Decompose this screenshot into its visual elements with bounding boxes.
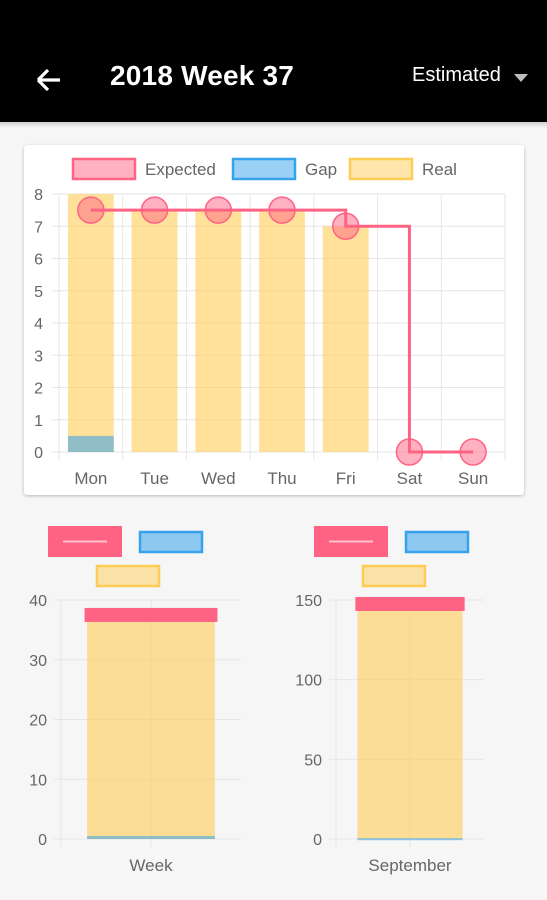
bar-gap [87,836,215,839]
legend-swatch-real [361,564,427,588]
y-tick-label: 20 [29,713,47,730]
x-tick-label: Tue [140,469,169,488]
y-tick-label: 0 [38,832,47,849]
expected-line [84,607,218,622]
y-tick-label: 40 [29,593,47,610]
expected-point [268,196,296,224]
legend-label-expected: Expected [145,160,216,179]
caret-down-icon[interactable] [514,74,528,82]
legend-label-real: Real [422,160,457,179]
y-tick-label: 1 [34,413,43,430]
expected-line [90,208,474,454]
y-tick-label: 50 [304,752,322,769]
y-tick-label: 150 [295,593,322,610]
bar-real [67,194,114,452]
y-tick-label: 3 [34,348,43,365]
bar-real [357,603,463,839]
legend-label-gap: Gap [305,160,337,179]
y-tick-label: 10 [29,772,47,789]
y-tick-label: 100 [295,673,322,690]
x-tick-label: September [368,856,451,875]
expected-point [331,212,360,240]
legend-swatch-gap [138,530,204,554]
x-tick-label: Week [129,856,173,875]
legend-swatch-real [95,564,161,588]
expected-line [355,596,465,611]
bar-real [131,210,178,452]
y-tick-label: 30 [29,653,47,670]
legend-swatch-expected [71,157,137,181]
bar-gap [357,838,463,841]
app-bar: 2018 Week 37 Estimated [0,0,547,122]
x-tick-label: Sun [458,469,488,488]
arrow-left-icon [36,68,60,92]
y-tick-label: 2 [34,381,43,398]
y-tick-label: 4 [34,316,43,333]
x-tick-label: Thu [267,469,296,488]
expected-point [77,196,105,224]
y-tick-label: 5 [34,284,43,301]
bar-real [87,611,215,839]
legend-swatch-gap [231,157,297,181]
bar-real [195,210,242,452]
mode-dropdown[interactable]: Estimated [412,64,501,86]
bar-real [322,226,369,452]
y-tick-label: 0 [313,832,322,849]
legend-swatch-real [348,157,414,181]
back-button[interactable] [34,62,66,98]
app-bar-shadow [0,122,547,128]
expected-point [459,438,487,466]
bar-real [259,210,305,452]
expected-point [204,196,233,224]
legend-swatch-gap [404,530,470,554]
x-tick-label: Wed [201,469,236,488]
y-tick-label: 6 [34,252,43,269]
x-tick-label: Fri [336,469,356,488]
x-tick-label: Sat [397,469,423,488]
bar-gap [67,435,114,452]
expected-point [140,196,169,224]
page-title: 2018 Week 37 [110,60,295,91]
expected-point [395,438,424,466]
y-tick-label: 0 [34,445,43,462]
y-tick-label: 8 [34,187,43,204]
x-tick-label: Mon [74,469,107,488]
y-tick-label: 7 [34,219,43,236]
